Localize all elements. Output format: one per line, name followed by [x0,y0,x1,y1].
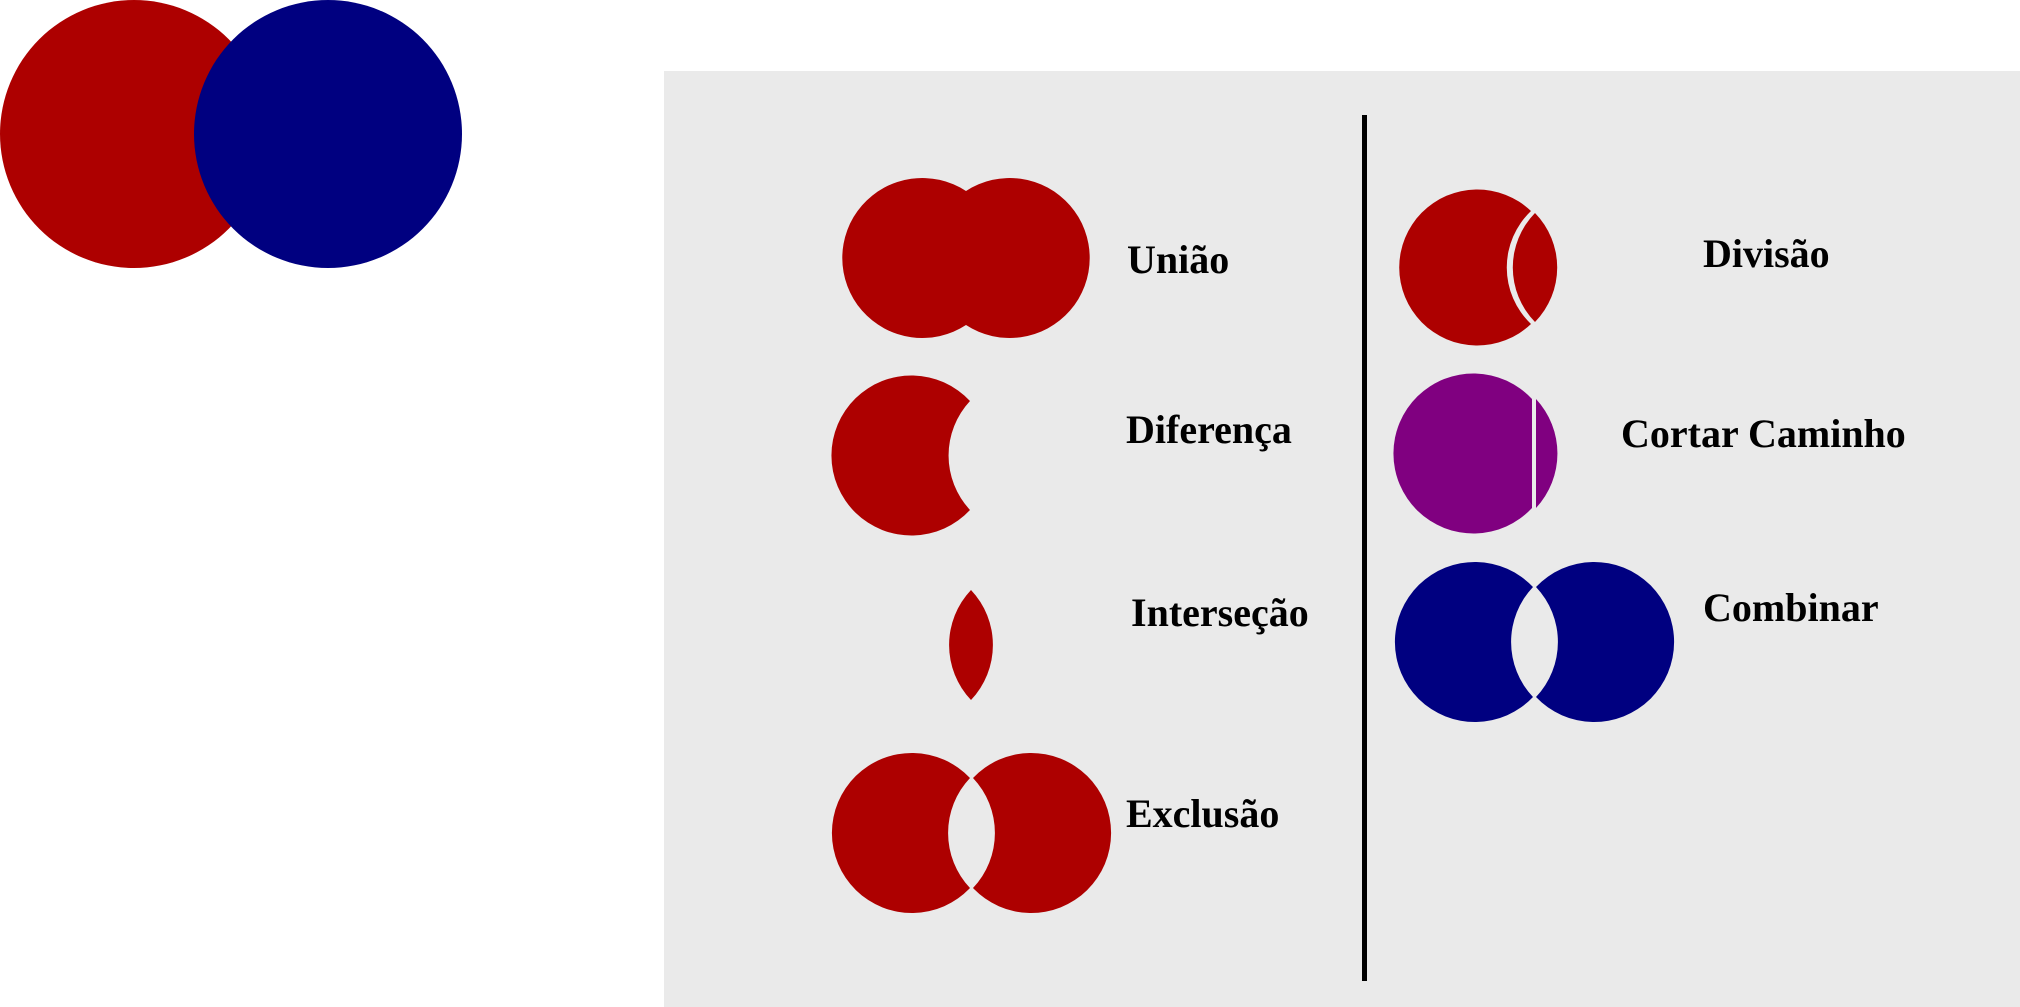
exclusion-right-shape [973,753,1112,913]
intersection-example: Interseção [949,590,1309,700]
exclusion-label: Exclusão [1126,791,1279,836]
exclusion-left-shape [831,753,970,913]
cut-path-example: Cortar Caminho [1393,373,1906,534]
combine-left-shape [1394,562,1533,723]
difference-example: Diferença [831,375,1292,536]
union-shape [842,178,1090,338]
source-shapes [0,0,462,268]
intersection-shape [949,590,993,700]
division-example: Divisão [1399,189,1830,346]
intersection-label: Interseção [1131,590,1309,635]
difference-label: Diferença [1126,407,1292,452]
union-example: União [842,178,1229,338]
cut-path-side-shape [1536,399,1558,508]
source-red-circle [0,0,268,268]
division-lens-shape [1512,213,1558,322]
combine-example: Combinar [1394,562,1879,723]
combine-label: Combinar [1703,585,1879,630]
cut-path-main-shape [1393,373,1532,534]
source-blue-circle [194,0,462,268]
division-main-shape [1399,189,1531,346]
combine-right-shape [1536,562,1675,723]
difference-shape [831,375,970,536]
union-label: União [1127,237,1229,282]
cut-path-label: Cortar Caminho [1621,411,1906,456]
division-label: Divisão [1703,231,1830,276]
exclusion-example: Exclusão [831,753,1279,913]
panel-divider [1362,115,1367,981]
